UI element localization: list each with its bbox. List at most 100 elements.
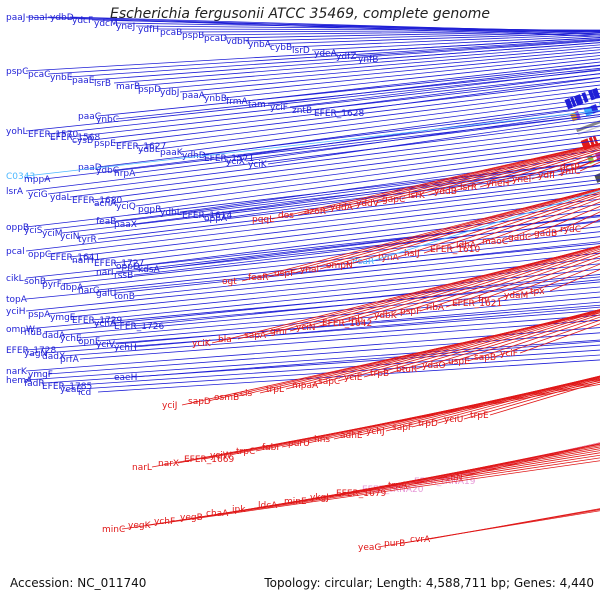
gene-label: yciM (42, 229, 63, 239)
gene-label: yciK (248, 160, 268, 170)
gene-label: ydfI (538, 171, 555, 181)
gene-leader-line (43, 309, 600, 354)
gene-label: paaJ (6, 13, 25, 23)
gene-label: narH (72, 256, 94, 266)
gene-leader-line (423, 193, 600, 254)
gene-label: EFER_1641 (50, 253, 100, 263)
gene-leader-line (133, 340, 600, 378)
gene-label: paaC (78, 112, 101, 122)
gene-leader-line (43, 344, 600, 384)
gene-leader-line (341, 246, 600, 324)
gene-leader-line (91, 198, 600, 261)
gene-leader-line (475, 198, 600, 246)
gene-leader-line (557, 157, 600, 176)
feature-track-4 (586, 151, 600, 165)
gene-leader-line (47, 125, 600, 195)
gene-label: yciU (444, 415, 463, 425)
gene-leader-line (177, 381, 600, 464)
gene-leader-line (277, 446, 600, 506)
gene-leader-line (237, 245, 600, 340)
gene-leader-line (329, 443, 600, 498)
gene-leader-line (199, 452, 600, 518)
gene-leader-line (315, 245, 600, 328)
gene-label: ribA (426, 303, 445, 313)
gene-leader-line (43, 114, 600, 180)
gene-label: trpD (418, 419, 438, 429)
gene-leader-line (293, 188, 600, 274)
gene-leader-line (267, 65, 600, 105)
gene-label: vdbH (226, 37, 250, 47)
gene-label: EFER_1728 (6, 346, 56, 356)
gene-leader-line (25, 183, 600, 252)
gene-leader-line (311, 309, 600, 386)
gene-label: ydaM (504, 291, 528, 301)
gene-leader-line (91, 80, 600, 141)
gene-label: tyrR (78, 235, 97, 245)
gene-leader-line (531, 154, 600, 180)
gene-label: pcaC (28, 70, 50, 80)
gene-label: pspE (94, 139, 116, 149)
gene-label: mppA (24, 175, 51, 185)
gene-leader-line (121, 460, 600, 530)
gene-label: yddA (330, 203, 354, 213)
gene-label: azoR (304, 207, 326, 217)
gene-leader-line (91, 134, 600, 201)
gene-leader-line (25, 69, 600, 132)
gene-leader-line (375, 144, 600, 204)
gene-label: hsIJ (404, 249, 420, 259)
gene-label: yegK (128, 521, 152, 531)
gene-leader-line (497, 259, 600, 300)
gene-leader-line (91, 268, 600, 321)
gene-leader-line (135, 88, 600, 147)
gene-label: pqqL (252, 215, 274, 225)
gene-leader-line (25, 110, 600, 177)
gene-label: EFER_1571 (204, 154, 254, 164)
gene-label: narG (78, 286, 100, 296)
gene-leader-line (355, 39, 600, 57)
gene-label: dctP (560, 163, 580, 173)
gene-label: lsrA (6, 187, 24, 197)
gene-leader-line (61, 169, 600, 234)
gene-leader-line (419, 250, 600, 312)
gene-label: paaA (182, 91, 206, 101)
gene-leader-line (113, 139, 600, 204)
gene-leader-line (69, 130, 600, 198)
gene-label: yciF (270, 103, 288, 113)
gene-label: icd (78, 388, 91, 398)
gene-leader-line (225, 450, 600, 514)
gene-leader-line (181, 312, 600, 406)
gene-leader-line (389, 310, 600, 374)
gene-label: pspA (28, 310, 51, 320)
gene-leader-line (245, 61, 600, 102)
gene-label: cybB (270, 43, 292, 53)
gene-label: ydfZ (336, 52, 356, 62)
gene-label: pcal (6, 247, 25, 257)
gene-label: yohL (6, 127, 28, 137)
gene-leader-line (113, 84, 600, 144)
gene-leader-line (505, 151, 600, 184)
gene-label: ydeA (314, 49, 338, 59)
gene-label: oppC (28, 250, 51, 260)
gene-label: osmB (214, 393, 239, 403)
gene-label: ydbL (138, 145, 160, 155)
gene-leader-line (173, 454, 600, 522)
gene-leader-line (25, 243, 600, 300)
gene-leader-line (319, 188, 600, 270)
gene-label: gadB (534, 229, 557, 239)
gene-label: pyrF (42, 280, 62, 290)
gene-label: ydaO (422, 361, 446, 371)
gene-label: galU (96, 289, 116, 299)
gene-leader-line (115, 215, 600, 273)
gene-leader-line (47, 258, 600, 315)
gene-label: EFER_1726 (114, 322, 164, 332)
gene-label: EFER_1610 (430, 245, 480, 255)
gene-label: ynbE (50, 73, 73, 83)
gene-leader-line (363, 309, 600, 378)
gene-label: oppB (6, 223, 29, 233)
gene-leader-line (61, 349, 600, 387)
gene-label: pspC (6, 67, 28, 77)
gene-leader-line (135, 25, 600, 31)
gene-label: uspF (274, 269, 295, 279)
gene-leader-line (445, 252, 600, 308)
